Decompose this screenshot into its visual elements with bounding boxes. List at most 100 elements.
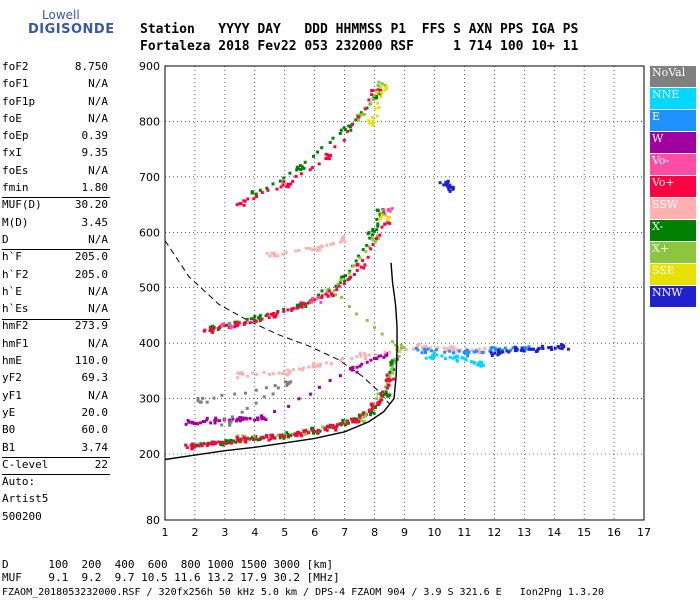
data-point <box>216 326 220 330</box>
data-point <box>498 351 502 355</box>
data-point <box>332 242 335 246</box>
data-point <box>412 347 416 351</box>
data-point <box>466 348 470 352</box>
data-point <box>257 316 261 319</box>
data-point <box>224 442 228 445</box>
data-point <box>560 347 564 351</box>
data-point <box>241 434 245 438</box>
data-point <box>320 245 324 249</box>
data-point <box>379 354 383 358</box>
data-point <box>375 95 378 98</box>
data-point <box>300 305 304 309</box>
data-point <box>375 114 379 118</box>
data-point <box>381 390 385 394</box>
legend-item-w: W <box>650 132 696 153</box>
data-point <box>260 417 264 421</box>
data-point <box>290 308 294 312</box>
data-point <box>285 383 289 387</box>
data-point <box>448 355 452 359</box>
data-point <box>256 416 259 420</box>
param-row-9: M(D) 3.45 <box>2 214 108 231</box>
data-point <box>184 443 188 447</box>
data-point <box>248 321 252 325</box>
data-point <box>493 346 497 350</box>
param-key: foEs <box>2 163 29 177</box>
data-point <box>392 368 396 372</box>
data-point <box>296 167 300 171</box>
data-point <box>301 368 304 372</box>
data-point <box>195 443 199 447</box>
data-point <box>272 312 276 315</box>
data-point <box>344 274 347 278</box>
data-point <box>252 197 256 201</box>
data-point <box>254 388 258 392</box>
data-point <box>532 347 535 351</box>
data-point <box>303 432 307 436</box>
data-point <box>253 314 257 318</box>
data-point <box>362 415 366 419</box>
data-point <box>442 183 446 187</box>
data-point <box>309 300 313 304</box>
data-point <box>515 348 519 352</box>
data-point <box>521 349 525 352</box>
param-key: C-level <box>2 457 49 471</box>
data-point <box>424 349 428 353</box>
data-point <box>328 425 332 429</box>
data-point <box>190 443 194 447</box>
data-point <box>470 349 474 353</box>
data-point <box>387 394 391 398</box>
data-point <box>476 362 480 366</box>
data-point <box>235 203 239 207</box>
data-point <box>511 346 515 350</box>
data-point <box>219 442 223 446</box>
data-point <box>315 248 319 252</box>
data-point <box>211 330 215 334</box>
data-point <box>340 421 344 425</box>
data-point <box>238 416 242 420</box>
param-key: 500200 <box>2 509 42 523</box>
param-row-8: MUF(D) 30.20 <box>2 196 108 213</box>
data-point <box>376 224 380 228</box>
data-point <box>457 349 461 353</box>
data-point <box>253 437 257 441</box>
data-point <box>277 371 281 375</box>
data-point <box>316 150 320 154</box>
data-point <box>220 393 224 397</box>
data-point <box>304 305 308 308</box>
data-point <box>250 191 254 195</box>
y-tick-label: 300 <box>139 393 160 406</box>
data-point <box>238 202 242 206</box>
data-point <box>234 440 238 444</box>
data-point <box>289 182 292 186</box>
data-point <box>339 278 343 282</box>
data-point <box>274 313 278 317</box>
data-point <box>241 372 245 376</box>
data-point <box>302 430 306 434</box>
data-point <box>451 187 455 191</box>
data-point <box>236 376 240 380</box>
data-point <box>446 347 450 351</box>
data-point <box>320 289 324 293</box>
data-point <box>375 228 379 232</box>
param-value: 205.0 <box>74 267 108 281</box>
data-point <box>300 165 304 169</box>
data-point <box>430 349 433 353</box>
data-point <box>318 429 322 433</box>
data-point <box>268 372 271 376</box>
data-point <box>355 268 359 272</box>
data-point <box>191 421 195 425</box>
param-row-20: yE 20.0 <box>2 404 108 421</box>
data-point <box>331 136 335 140</box>
param-row-24: Auto: <box>2 473 108 490</box>
data-point <box>380 82 384 86</box>
data-point <box>260 317 264 321</box>
data-point <box>348 269 352 273</box>
data-point <box>269 433 273 437</box>
data-point <box>390 340 394 344</box>
legend-item-noval: NoVal <box>650 66 696 87</box>
data-point <box>379 88 383 92</box>
data-point <box>237 321 241 325</box>
data-point <box>218 419 221 423</box>
data-point <box>233 392 237 396</box>
data-point <box>421 347 425 351</box>
